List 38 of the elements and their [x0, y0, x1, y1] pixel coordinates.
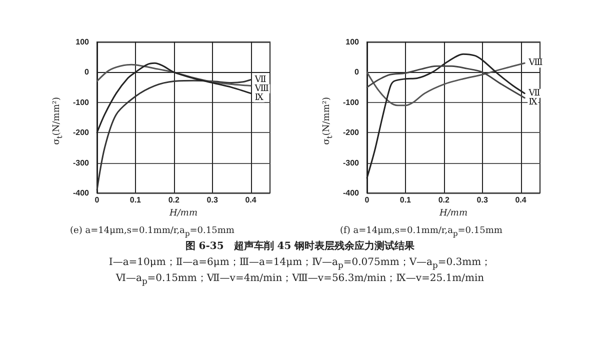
series-label: Ⅸ	[254, 92, 264, 103]
series-label: Ⅶ	[528, 88, 541, 98]
y-tick-label: -100	[342, 98, 360, 107]
y-tick-label: 0	[84, 68, 90, 77]
x-tick-label: 0.2	[168, 196, 180, 204]
caption: 图 6-35 超声车削 45 钢时表层残余应力测试结果	[184, 240, 416, 254]
x-axis-title: H/mm	[168, 208, 198, 218]
text: (e) a=14μm,s=0.1mm/r,a$_{p}$=0.15mm	[70, 226, 234, 238]
x-tick-label: 0.3	[206, 196, 218, 204]
text: (f) a=14μm,s=0.1mm/r,a$_{p}$=0.15mm	[340, 226, 502, 238]
y-tick-label: -300	[342, 158, 360, 168]
y-tick-label: -100	[72, 98, 90, 107]
y-tick-label: -200	[342, 128, 360, 138]
x-tick-label: 0	[364, 196, 370, 204]
x-tick-label: 0.4	[245, 196, 257, 204]
y-tick-label: 0	[354, 68, 360, 77]
y-tick-label: -400	[342, 188, 360, 198]
y-tick-label: -200	[72, 128, 90, 138]
x-tick-label: 0.4	[515, 196, 527, 204]
x-tick-label: 0.1	[400, 196, 412, 204]
series-label: Ⅸ	[528, 97, 538, 108]
text: Ⅰ—a=10μm；Ⅱ—a=6μm；Ⅲ—a=14μm；Ⅳ—a$_{p}$=0.075mm；Ⅴ—a$_{p}$=0.3mm；	[108, 256, 492, 272]
x-tick-label: 0.1	[130, 196, 142, 204]
line-series	[96, 64, 252, 87]
y-tick-label: -300	[72, 158, 90, 168]
series-label: Ⅷ	[254, 84, 269, 94]
text: Ⅵ—a$_{p}$=0.15mm；Ⅶ—v=4m/min；Ⅷ—v=56.3m/min；Ⅸ—v=25.1m/min	[114, 272, 486, 288]
x-tick-label: 0	[94, 196, 100, 204]
y-tick-label: -400	[72, 188, 90, 198]
x-tick-label: 0.2	[438, 196, 450, 204]
y-tick-label: 100	[76, 38, 90, 46]
series-label: Ⅷ	[528, 58, 543, 68]
x-axis-title: H/mm	[438, 208, 468, 218]
line-series	[366, 65, 526, 99]
series-label: Ⅶ	[254, 74, 267, 85]
y-tick-label: 100	[346, 38, 360, 46]
x-tick-label: 0.3	[476, 196, 488, 204]
line-series	[96, 79, 252, 191]
